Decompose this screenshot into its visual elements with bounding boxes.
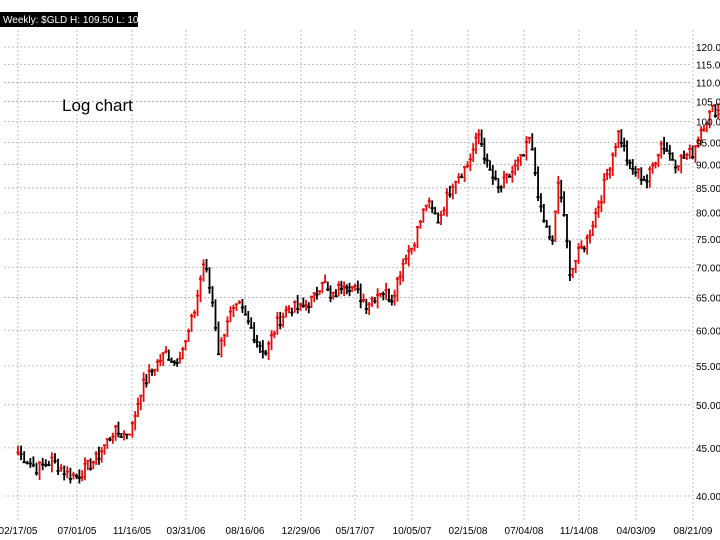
chart-annotation: Log chart bbox=[62, 96, 133, 115]
x-tick-label: 03/31/06 bbox=[167, 526, 206, 537]
y-tick-label: 85.00 bbox=[696, 184, 720, 195]
x-tick-label: 12/29/06 bbox=[282, 526, 321, 537]
y-tick-label: 55.00 bbox=[696, 362, 720, 373]
y-tick-label: 95.00 bbox=[696, 138, 720, 149]
header-background bbox=[0, 12, 138, 27]
y-tick-label: 50.00 bbox=[696, 401, 720, 412]
x-tick-label: 02/17/05 bbox=[0, 526, 38, 537]
header-label: Weekly: $GLD H: 109.50 L: 107.04 bbox=[3, 15, 158, 26]
x-tick-label: 02/15/08 bbox=[449, 526, 488, 537]
y-tick-label: 75.00 bbox=[696, 235, 720, 246]
x-tick-label: 07/01/05 bbox=[58, 526, 97, 537]
x-axis: 02/17/05 07/01/05 11/16/05 03/31/06 08/16/06… bbox=[0, 526, 713, 537]
x-tick-label: 08/16/06 bbox=[226, 526, 265, 537]
y-tick-label: 60.00 bbox=[696, 326, 720, 337]
y-tick-label: 80.00 bbox=[696, 209, 720, 220]
y-tick-label: 70.00 bbox=[696, 263, 720, 274]
y-tick-label: 65.00 bbox=[696, 294, 720, 305]
grid-lines bbox=[4, 30, 694, 522]
x-tick-label: 10/05/07 bbox=[393, 526, 432, 537]
x-tick-label: 08/21/09 bbox=[674, 526, 713, 537]
y-tick-label: 40.00 bbox=[696, 492, 720, 503]
y-tick-label: 115.00 bbox=[696, 60, 720, 71]
x-tick-label: 04/03/09 bbox=[617, 526, 656, 537]
y-tick-label: 100.00 bbox=[696, 118, 720, 129]
candlestick-series bbox=[16, 103, 720, 484]
y-tick-label: 105.00 bbox=[696, 98, 720, 109]
y-tick-label: 90.00 bbox=[696, 161, 720, 172]
x-tick-label: 11/14/08 bbox=[560, 526, 599, 537]
x-tick-label: 11/16/05 bbox=[113, 526, 152, 537]
y-axis: 120.00 115.00 110.00 105.00 100.00 95.00 90.00… bbox=[696, 43, 720, 503]
y-tick-label: 110.00 bbox=[696, 79, 720, 90]
x-tick-label: 07/04/08 bbox=[505, 526, 544, 537]
y-tick-label: 45.00 bbox=[696, 444, 720, 455]
y-tick-label: 120.00 bbox=[696, 43, 720, 54]
x-tick-label: 05/17/07 bbox=[336, 526, 375, 537]
